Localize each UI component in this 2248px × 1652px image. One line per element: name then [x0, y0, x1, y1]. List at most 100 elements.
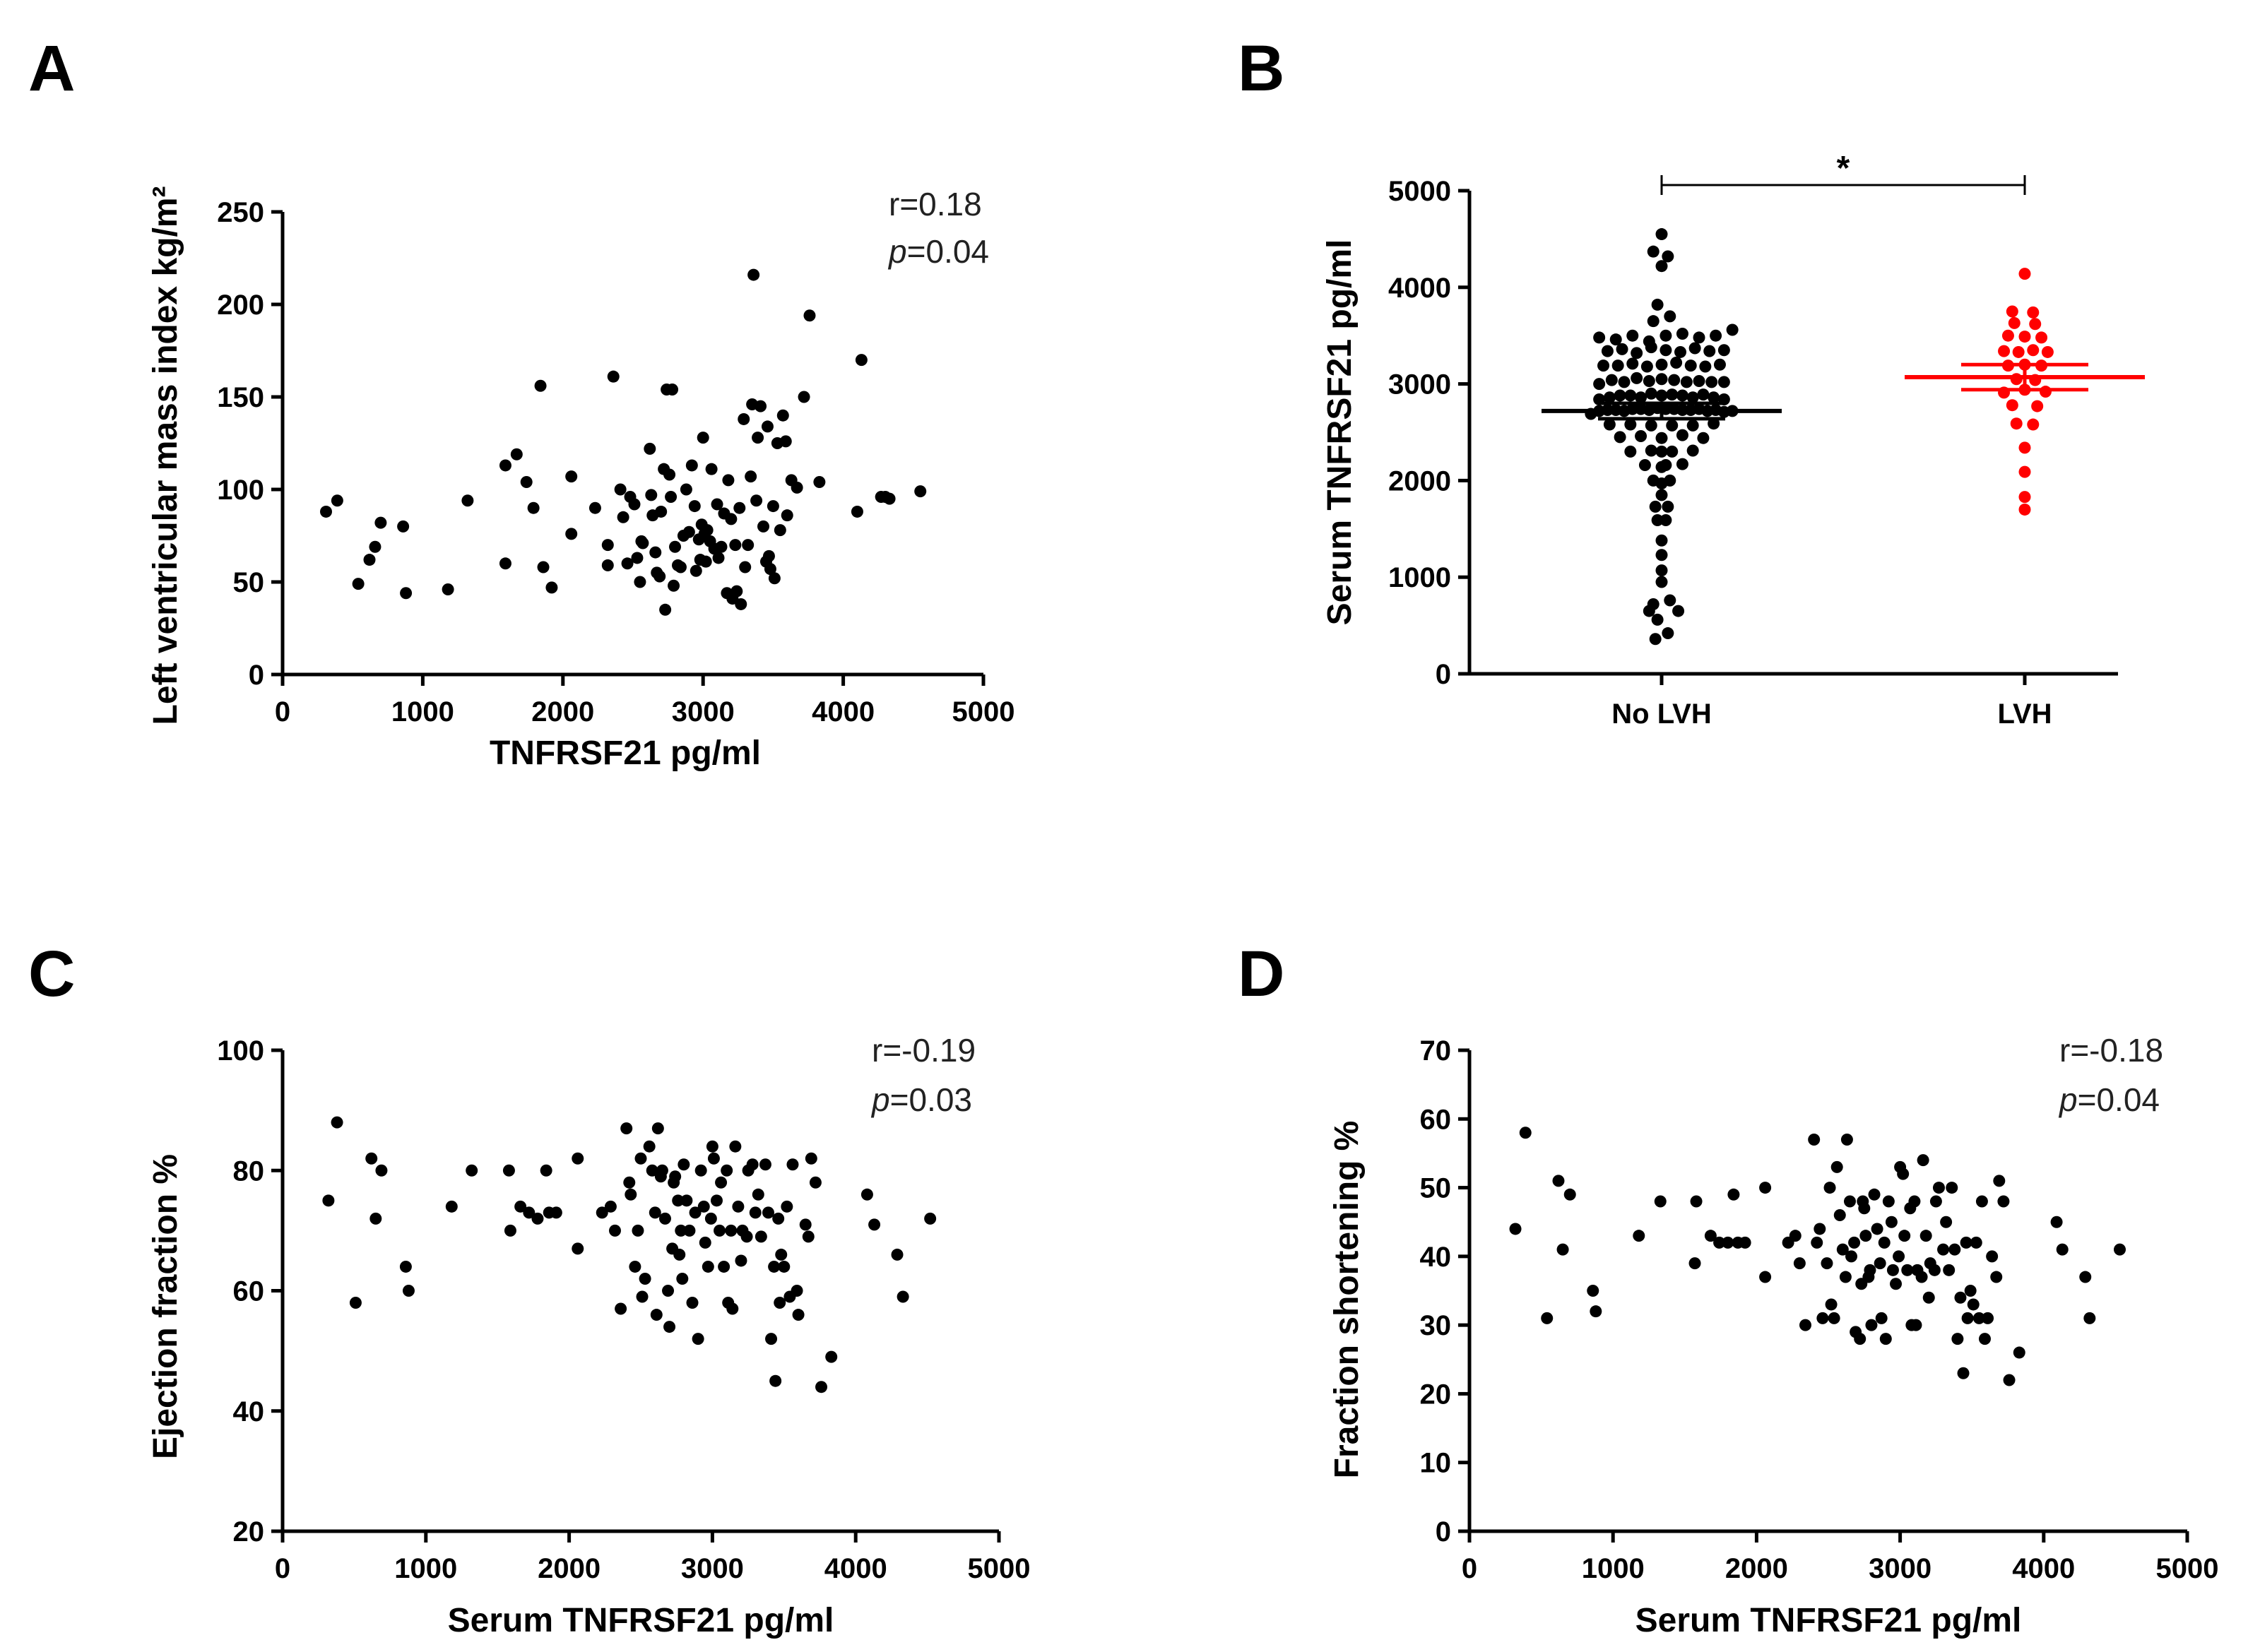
panel-a-data-point [680, 483, 692, 496]
panel-b-data-point [1640, 360, 1653, 373]
panel-b-data-point [1717, 376, 1730, 388]
panel-b-data-point [1674, 345, 1687, 358]
panel-d-data-point [1808, 1133, 1821, 1146]
panel-a-data-point [690, 564, 702, 577]
panel-b-data-point [2018, 503, 2031, 516]
panel-c-data-point [620, 1122, 633, 1135]
panel-b-data-point [1635, 391, 1647, 404]
panel-a-data-point [697, 432, 709, 444]
panel-b-data-point [1618, 376, 1631, 388]
panel-c-data-point [632, 1224, 644, 1237]
panel-c-data-point [615, 1302, 627, 1315]
panel-d-data-point [1552, 1175, 1565, 1187]
panel-a-data-point [637, 537, 649, 549]
panel-b-data-point [1655, 445, 1668, 458]
panel-b: B 0 1000 2000 3000 4000 5000 No LVH LVH Serum T… [1238, 32, 2145, 730]
panel-a-y-tick-label: 0 [249, 660, 264, 691]
panel-c-data-point [676, 1272, 689, 1285]
panel-d-x-tick-label: 1000 [1582, 1553, 1645, 1584]
panel-d-data-point [2013, 1346, 2025, 1359]
panel-c-data-point [707, 1152, 720, 1165]
panel-b-data-point [1664, 594, 1676, 607]
panel-d-data-point [1556, 1243, 1569, 1256]
panel-d-data-point [1519, 1127, 1532, 1139]
panel-c-data-point [608, 1224, 621, 1237]
panel-d-data-point [1972, 1312, 1985, 1324]
panel-d-data-point [1509, 1223, 1522, 1235]
panel-a-y-tick-label: 50 [233, 567, 265, 598]
panel-b-data-point [1655, 564, 1668, 577]
panel-b-data-point [1603, 418, 1616, 431]
panel-a-data-point [688, 500, 701, 513]
panel-a-data-point [764, 563, 776, 576]
panel-a: A 0 50 100 150 200 250 0 1000 2000 3000 4000 5000 T… [28, 32, 1014, 772]
panel-d-x-tick-label: 2000 [1725, 1553, 1788, 1584]
panel-b-data-point [1660, 344, 1672, 357]
panel-d-data-point [1919, 1230, 1932, 1242]
panel-b-data-point [1655, 534, 1668, 547]
panel-b-data-point [1686, 419, 1699, 432]
panel-b-data-point [2035, 331, 2048, 344]
panel-b-data-point [1655, 358, 1668, 371]
panel-c-data-point [658, 1212, 671, 1225]
panel-a-data-point [614, 483, 627, 496]
panel-d-data-point [1957, 1367, 1970, 1379]
panel-a-data-point [855, 354, 868, 367]
panel-c-data-point [714, 1224, 726, 1237]
panel-b-data-point [1631, 372, 1643, 384]
panel-c-data-point [702, 1260, 714, 1273]
panel-d-data-point [1978, 1333, 1991, 1345]
panel-a-data-point [320, 505, 333, 518]
panel-d-data-point [1843, 1195, 1856, 1208]
panel-a-data-point [798, 391, 810, 403]
panel-c-p-value: p=0.03 [870, 1081, 972, 1118]
panel-b-data-point [2018, 441, 2031, 454]
panel-c-data-point [704, 1212, 717, 1225]
panel-d-p-symbol: p [2058, 1081, 2078, 1118]
panel-c-data-point [375, 1164, 388, 1177]
panel-c-data-point [786, 1158, 799, 1171]
panel-c-data-point [572, 1242, 584, 1255]
panel-c-data-point [331, 1116, 343, 1129]
panel-a-data-point [781, 509, 793, 522]
panel-d-data-point [1840, 1133, 1853, 1146]
panel-c-data-point [689, 1206, 702, 1219]
panel-a-data-point [621, 557, 634, 570]
panel-c-data-point [649, 1206, 661, 1219]
panel-d-data-point [1868, 1188, 1881, 1201]
panel-a-data-point [666, 384, 679, 396]
panel-b-data-point [1616, 343, 1628, 355]
panel-b-data-point [1660, 513, 1672, 526]
panel-b-data-point [2018, 465, 2031, 478]
panel-c-data-point [550, 1206, 562, 1219]
panel-b-y-axis-title: Serum TNFRSF21 pg/ml [1321, 239, 1359, 626]
panel-b-data-point [1708, 417, 1720, 430]
panel-d-data-point [1816, 1312, 1829, 1324]
panel-b-data-point [1593, 378, 1606, 391]
panel-d-data-point [1830, 1160, 1843, 1173]
panel-c-p-symbol: p [870, 1081, 890, 1118]
panel-c-data-point [726, 1302, 739, 1315]
panel-a-data-point [767, 500, 779, 513]
panel-a-data-point [776, 409, 789, 422]
panel-d-data-point [1633, 1230, 1645, 1242]
panel-d-data-point [1910, 1319, 1922, 1331]
panel-b-data-point [1647, 245, 1660, 258]
panel-a-x-tick-label: 2000 [531, 696, 594, 727]
panel-d-data-point [2050, 1216, 2063, 1228]
panel-c-data-point [740, 1230, 753, 1243]
panel-b-data-point [1686, 444, 1699, 457]
panel-d-data-point [1825, 1298, 1838, 1311]
panel-d-data-point [1890, 1278, 1903, 1290]
panel-a-data-point [791, 481, 803, 494]
panel-d-data-point [1799, 1319, 1811, 1331]
panel-b-y-tick-label: 1000 [1388, 562, 1451, 593]
panel-c-data-point [669, 1170, 682, 1183]
panel-d-data-point [1811, 1236, 1823, 1249]
panel-a-data-point [739, 561, 752, 574]
panel-d-data-point [1986, 1250, 1999, 1263]
panel-a-data-point [461, 494, 474, 507]
panel-b-data-point [1697, 388, 1710, 401]
panel-b-data-point [1693, 331, 1705, 344]
